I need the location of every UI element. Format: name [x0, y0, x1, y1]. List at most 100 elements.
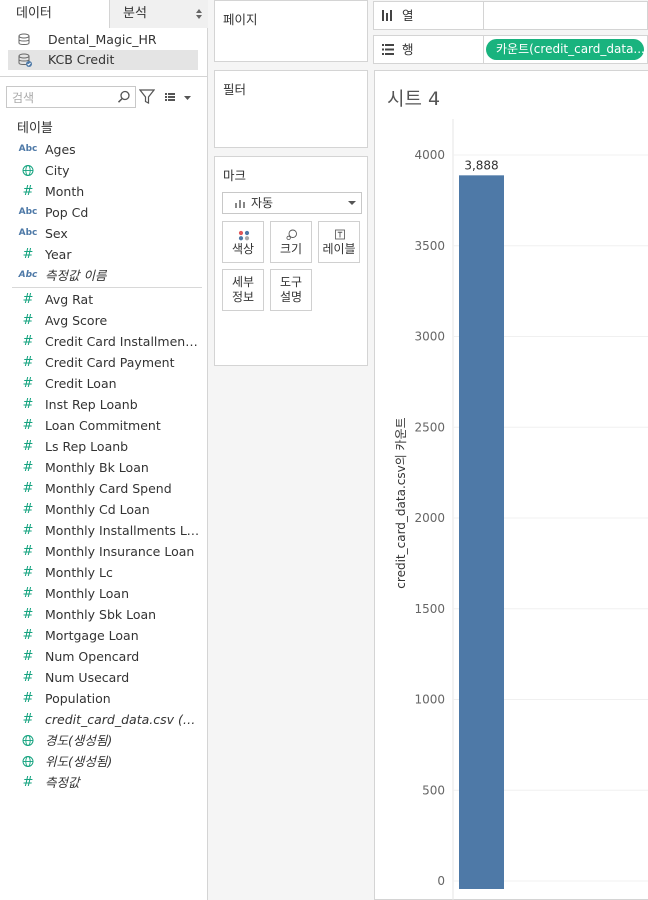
color-button-label: 색상 — [231, 242, 255, 256]
pages-shelf-title: 페이지 — [223, 12, 258, 27]
field-item[interactable]: # Monthly Card Spend — [12, 478, 202, 499]
field-item[interactable]: # Monthly Loan — [12, 583, 202, 604]
size-button[interactable]: 크기 — [270, 221, 312, 263]
field-item[interactable]: # Loan Commitment — [12, 415, 202, 436]
detail-button-label-1: 세부 — [231, 275, 255, 289]
field-name: Monthly Insurance Loan — [45, 544, 195, 559]
field-item[interactable]: Abc Sex — [12, 223, 202, 244]
number-type-icon: # — [22, 544, 34, 559]
rows-measure-pill[interactable]: 카운트(credit_card_data... — [486, 39, 644, 60]
search-icon[interactable] — [117, 90, 131, 104]
number-type-icon: # — [22, 247, 34, 262]
field-item[interactable]: City — [12, 160, 202, 181]
field-item[interactable]: # Avg Rat — [12, 289, 202, 310]
field-name: Month — [45, 184, 85, 199]
chevron-down-icon — [348, 201, 356, 205]
number-type-icon: # — [22, 691, 34, 706]
field-item[interactable]: # Mortgage Loan — [12, 625, 202, 646]
field-item[interactable]: Abc 측정값 이름 — [12, 265, 202, 286]
field-divider — [12, 287, 202, 288]
sheet-title: 시트 4 — [387, 88, 441, 110]
tab-data[interactable]: 데이터 — [0, 0, 110, 28]
bar-chart: 0 500 1000 1500 2000 2500 3000 3500 4000 credit_c… — [394, 119, 648, 900]
field-item[interactable]: # Credit Loan — [12, 373, 202, 394]
worksheet-view: 시트 4 0 500 1000 1500 2000 2500 3000 3500 4000 cre… — [374, 70, 648, 900]
number-type-icon: # — [22, 439, 34, 454]
rows-shelf-label: 행 — [374, 36, 484, 63]
color-button[interactable]: 색상 — [222, 221, 264, 263]
field-item[interactable]: # Num Opencard — [12, 646, 202, 667]
data-source-item[interactable]: KCB Credit — [8, 50, 198, 70]
number-type-icon: # — [22, 313, 34, 328]
number-type-icon: # — [22, 670, 34, 685]
field-name: Inst Rep Loanb — [45, 397, 138, 412]
list-view-icon[interactable] — [163, 88, 193, 106]
pages-shelf[interactable]: 페이지 — [214, 0, 368, 62]
field-item[interactable]: # 측정값 — [12, 772, 202, 793]
number-type-icon: # — [22, 481, 34, 496]
field-item[interactable]: # Monthly Bk Loan — [12, 457, 202, 478]
field-item[interactable]: # Monthly Insurance Loan — [12, 541, 202, 562]
field-item[interactable]: Abc Ages — [12, 139, 202, 160]
field-item[interactable]: # Avg Score — [12, 310, 202, 331]
field-item[interactable]: # Inst Rep Loanb — [12, 394, 202, 415]
field-item[interactable]: # Population — [12, 688, 202, 709]
string-type-icon: Abc — [18, 144, 38, 154]
columns-shelf[interactable]: 열 — [373, 1, 648, 30]
globe-icon — [18, 160, 38, 181]
y-tick-label: 3000 — [414, 330, 445, 344]
field-item[interactable]: # Credit Card Installments P... — [12, 331, 202, 352]
data-source-name: Dental_Magic_HR — [48, 32, 157, 47]
detail-button[interactable]: 세부 정보 — [222, 269, 264, 311]
field-name: Monthly Sbk Loan — [45, 607, 157, 622]
number-type-icon: # — [22, 502, 34, 517]
tooltip-button[interactable]: 도구 설명 — [270, 269, 312, 311]
search-input[interactable] — [7, 88, 111, 108]
rows-shelf[interactable]: 행 카운트(credit_card_data... — [373, 35, 648, 64]
number-type-icon: # — [22, 523, 34, 538]
field-item[interactable]: 경도(생성됨) — [12, 730, 202, 751]
label-button[interactable]: 레이블 — [318, 221, 360, 263]
tab-analysis-label: 분석 — [123, 6, 147, 21]
number-type-icon: # — [22, 376, 34, 391]
field-name: Monthly Installments Loan — [45, 523, 202, 538]
color-dots-icon — [238, 230, 250, 241]
filter-icon[interactable] — [139, 88, 155, 106]
field-item[interactable]: # Ls Rep Loanb — [12, 436, 202, 457]
database-icon — [18, 33, 30, 45]
field-name: Mortgage Loan — [45, 628, 139, 643]
detail-button-label-2: 정보 — [231, 290, 255, 304]
field-item[interactable]: # Monthly Sbk Loan — [12, 604, 202, 625]
database-icon — [18, 53, 32, 67]
field-item[interactable]: # Year — [12, 244, 202, 265]
tooltip-button-label-1: 도구 — [279, 275, 303, 289]
mark-type-dropdown[interactable]: 자동 — [222, 192, 362, 214]
y-tick-label: 1500 — [414, 602, 445, 616]
field-item[interactable]: Abc Pop Cd — [12, 202, 202, 223]
field-item[interactable]: # Monthly Cd Loan — [12, 499, 202, 520]
columns-label-text: 열 — [402, 8, 414, 23]
field-item[interactable]: # Num Usecard — [12, 667, 202, 688]
field-item[interactable]: # Monthly Lc — [12, 562, 202, 583]
number-type-icon: # — [22, 586, 34, 601]
number-type-icon: # — [22, 775, 34, 790]
y-axis-title: credit_card_data.csv의 카운트 — [394, 417, 408, 588]
field-name: Ages — [45, 142, 76, 157]
tab-analysis[interactable]: 분석 — [110, 0, 208, 28]
field-item[interactable]: 위도(생성됨) — [12, 751, 202, 772]
field-name: Monthly Lc — [45, 565, 113, 580]
field-name: Ls Rep Loanb — [45, 439, 129, 454]
field-item[interactable]: # credit_card_data.csv (카운트) — [12, 709, 202, 730]
field-name: Credit Card Payment — [45, 355, 175, 370]
data-source-item[interactable]: Dental_Magic_HR — [8, 30, 198, 50]
filters-shelf[interactable]: 필터 — [214, 70, 368, 148]
number-type-icon: # — [22, 334, 34, 349]
field-item[interactable]: # Credit Card Payment — [12, 352, 202, 373]
field-item[interactable]: # Month — [12, 181, 202, 202]
sort-arrows-icon[interactable] — [196, 9, 202, 19]
field-item[interactable]: # Monthly Installments Loan — [12, 520, 202, 541]
field-name: 측정값 이름 — [45, 268, 107, 283]
divider — [0, 76, 208, 77]
search-box — [6, 86, 136, 108]
